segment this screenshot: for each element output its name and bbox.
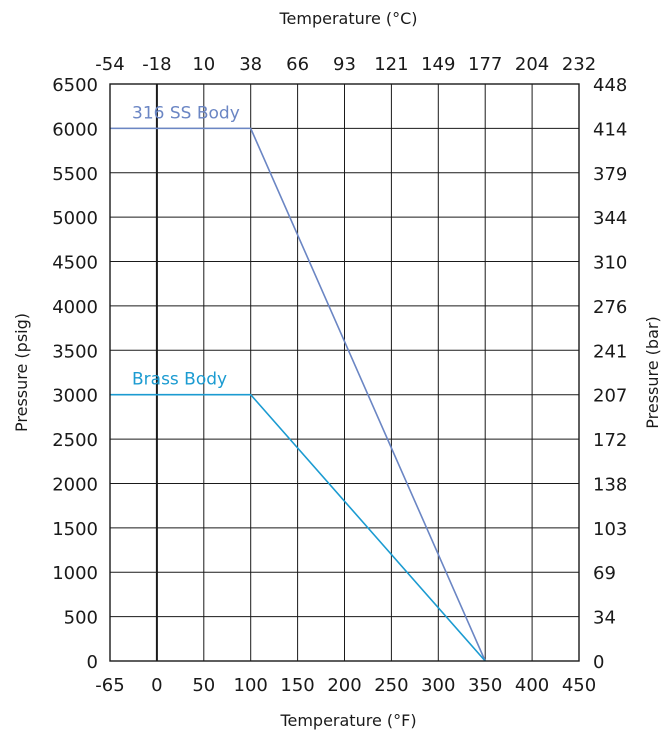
x-tick-label-bottom: 50	[192, 675, 215, 696]
y-tick-label-right: 241	[593, 341, 627, 362]
y-tick-label-right: 344	[593, 208, 627, 229]
y-tick-label-left: 3500	[52, 341, 98, 362]
y-tick-label-right: 276	[593, 297, 627, 318]
y-tick-label-left: 6500	[52, 75, 98, 96]
y-tick-label-right: 414	[593, 119, 627, 140]
x-tick-label-top: 10	[192, 54, 215, 75]
series-labels: 316 SS Body Brass Body	[132, 103, 240, 389]
x-tick-label-bottom: 0	[151, 675, 162, 696]
series-label-2: Brass Body	[132, 370, 227, 390]
y-tick-label-right: 310	[593, 253, 627, 274]
y-tick-label-right: 172	[593, 430, 627, 451]
y-tick-label-left: 2000	[52, 474, 98, 495]
top-axis-title: Temperature (°C)	[278, 9, 417, 28]
y-tick-label-left: 3000	[52, 386, 98, 407]
x-tick-label-bottom: 150	[280, 675, 314, 696]
y-tick-label-left: 6000	[52, 119, 98, 140]
plot-frame	[109, 83, 580, 662]
x-tick-label-top: 38	[239, 54, 262, 75]
y-tick-label-right: 207	[593, 386, 627, 407]
y-tick-label-right: 0	[593, 652, 604, 673]
x-tick-label-top: 177	[468, 54, 502, 75]
y-tick-label-right: 34	[593, 608, 616, 629]
y-tick-label-left: 4000	[52, 297, 98, 318]
y-tick-label-left: 2500	[52, 430, 98, 451]
y-tick-label-left: 4500	[52, 253, 98, 274]
y-tick-label-right: 138	[593, 474, 627, 495]
y-tick-label-right: 448	[593, 75, 627, 96]
y-tick-label-left: 0	[87, 652, 98, 673]
x-tick-label-top: 232	[562, 54, 596, 75]
x-tick-label-bottom: 250	[374, 675, 408, 696]
bottom-axis-title: Temperature (°F)	[279, 711, 416, 730]
x-tick-label-top: 121	[374, 54, 408, 75]
y-tick-label-left: 5000	[52, 208, 98, 229]
series-line-2	[110, 393, 486, 662]
x-tick-label-bottom: 100	[234, 675, 268, 696]
y-tick-label-left: 5500	[52, 164, 98, 185]
x-tick-label-bottom: 300	[421, 675, 455, 696]
x-tick-label-top: 204	[515, 54, 549, 75]
x-tick-label-bottom: 450	[562, 675, 596, 696]
x-tick-label-top: -54	[95, 54, 124, 75]
y-tick-label-right: 103	[593, 519, 627, 540]
x-tick-label-bottom: -65	[95, 675, 124, 696]
right-axis-title: Pressure (bar)	[643, 316, 662, 428]
series-label-1: 316 SS Body	[132, 103, 240, 123]
x-tick-label-top: -18	[142, 54, 171, 75]
left-axis-title: Pressure (psig)	[12, 313, 31, 432]
series-line-1	[110, 127, 486, 662]
y-tick-label-right: 379	[593, 164, 627, 185]
x-tick-label-bottom: 400	[515, 675, 549, 696]
y-tick-label-right: 69	[593, 563, 616, 584]
y-tick-label-left: 1500	[52, 519, 98, 540]
y-tick-label-left: 1000	[52, 563, 98, 584]
x-tick-label-bottom: 200	[327, 675, 361, 696]
tick-labels: -65 -54 0 -18 50 10 100 38 150 66 200 93 250 121 300 14…	[52, 54, 627, 696]
x-tick-label-top: 93	[333, 54, 356, 75]
x-tick-label-top: 149	[421, 54, 455, 75]
y-tick-label-left: 500	[64, 608, 98, 629]
series-lines	[110, 127, 486, 662]
x-tick-label-bottom: 350	[468, 675, 502, 696]
x-tick-label-top: 66	[286, 54, 309, 75]
